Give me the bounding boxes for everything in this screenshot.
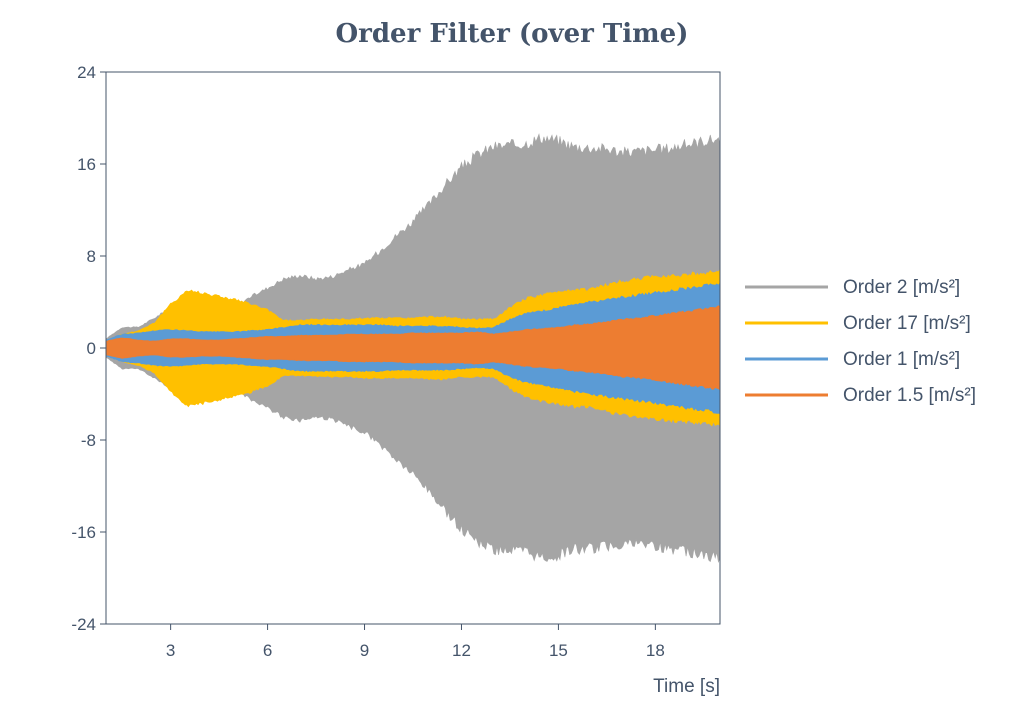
tick-labels: 24 16 8 0 -8 -16 -24 3 6 9 12 15 18 [71,63,664,660]
x-tick-label: 18 [646,641,665,660]
legend-label: Order 1 [m/s²] [843,349,960,370]
legend-item-order-17-m-s: Order 17 [m/s²] [745,313,971,334]
legend-item-order-1-m-s: Order 1 [m/s²] [745,349,960,370]
series-areas [105,133,721,564]
legend-label: Order 17 [m/s²] [843,313,971,334]
y-tick-label: 8 [87,247,96,266]
x-tick-label: 9 [360,641,369,660]
axes [100,71,721,630]
y-tick-label: 24 [77,63,96,82]
x-tick-label: 15 [549,641,568,660]
legend-item-order-2-m-s: Order 2 [m/s²] [745,277,960,298]
legend: Order 2 [m/s²] Order 17 [m/s²] Order 1 [m/… [745,277,976,406]
chart-title: Order Filter (over Time) [336,19,689,49]
y-tick-label: 16 [77,155,96,174]
legend-item-order-1-5-m-s: Order 1.5 [m/s²] [745,385,976,406]
y-tick-label: -8 [81,431,96,450]
legend-label: Order 1.5 [m/s²] [843,385,976,406]
legend-label: Order 2 [m/s²] [843,277,960,298]
x-tick-label: 12 [452,641,471,660]
y-tick-label: -24 [71,615,96,634]
x-tick-label: 3 [166,641,175,660]
x-axis-label: Time [s] [653,676,720,697]
y-tick-label: 0 [87,339,96,358]
y-tick-label: -16 [71,523,96,542]
x-tick-label: 6 [263,641,272,660]
